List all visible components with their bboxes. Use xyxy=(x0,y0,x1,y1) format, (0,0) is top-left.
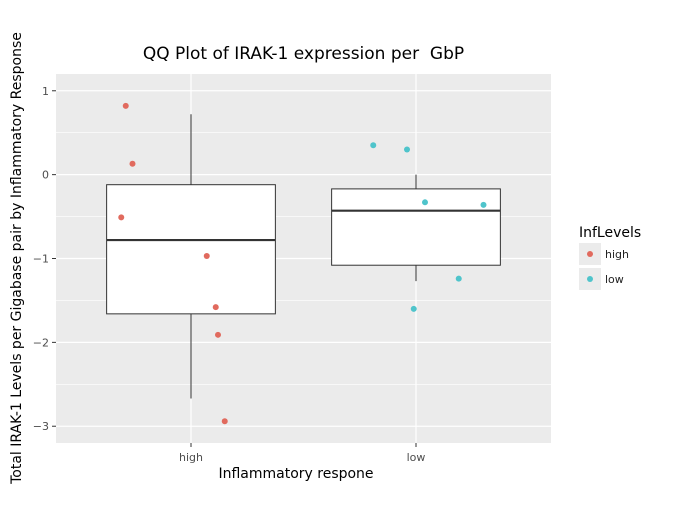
point-high xyxy=(215,331,221,338)
y-tick-label: −2 xyxy=(33,336,49,349)
point-high xyxy=(203,252,210,259)
point-high xyxy=(129,160,136,167)
y-tick-label: 0 xyxy=(42,169,49,182)
legend-key-low xyxy=(579,268,601,290)
legend-dot-low xyxy=(587,276,593,282)
point-low xyxy=(422,199,428,206)
x-tick-label: low xyxy=(407,451,426,464)
chart-title: QQ Plot of IRAK-1 expression per GbP xyxy=(142,44,465,64)
x-axis-label: Inflammatory respone xyxy=(218,466,374,482)
point-low xyxy=(404,146,410,153)
x-tick-label: high xyxy=(179,451,203,464)
y-tick-label: 1 xyxy=(42,85,49,98)
point-low xyxy=(455,275,462,282)
y-tick-label: −1 xyxy=(33,253,49,266)
legend-label-high: high xyxy=(605,248,629,261)
box-low xyxy=(331,188,501,266)
point-low xyxy=(370,142,377,149)
point-low xyxy=(480,201,487,208)
y-tick-label: −3 xyxy=(33,420,49,433)
legend-key-high xyxy=(579,243,601,265)
legend-dot-high xyxy=(587,251,593,257)
point-high xyxy=(221,418,228,425)
point-high xyxy=(122,102,129,109)
point-low xyxy=(410,305,417,312)
point-high xyxy=(212,304,219,311)
box-high xyxy=(106,184,276,315)
y-axis-label: Total IRAK-1 Levels per Gigabase pair by… xyxy=(9,32,25,484)
legend-label-low: low xyxy=(605,273,624,286)
legend-title: InfLevels xyxy=(579,225,642,241)
point-high xyxy=(118,214,125,221)
